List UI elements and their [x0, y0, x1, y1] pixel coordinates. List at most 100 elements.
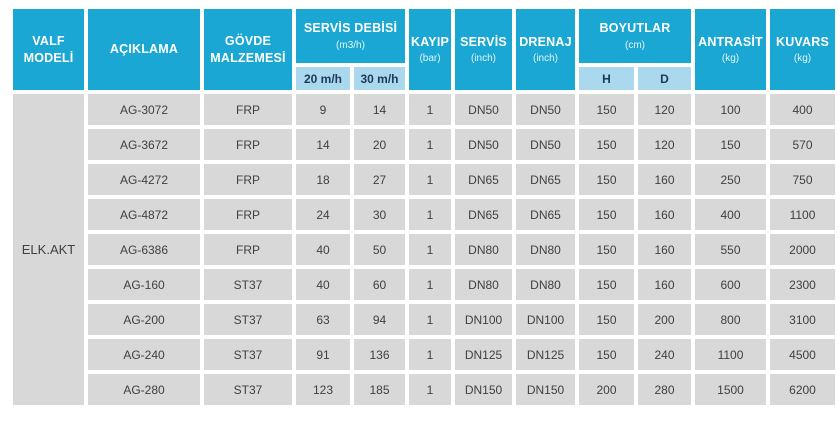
cell-kayip: 1	[409, 129, 451, 160]
cell-boyut-h: 200	[579, 374, 634, 405]
cell-boyut-d: 240	[638, 339, 691, 370]
cell-boyut-h: 150	[579, 304, 634, 335]
table-row: ELK.AKT AG-3072 FRP 9 14 1 DN50 DN50 150 120 100 40…	[13, 94, 835, 405]
cell-aciklama: AG-200	[88, 304, 200, 335]
cell-servis: DN50	[455, 129, 512, 160]
cell-boyut-d: 160	[638, 199, 691, 230]
cell-antrasit: 600	[695, 269, 766, 300]
cell-antrasit: 150	[695, 129, 766, 160]
table-row: AG-6386 FRP 40 50 1 DN80 DN80 150 160 550 2000	[13, 234, 835, 265]
cell-boyut-d: 120	[638, 94, 691, 125]
cell-kuvars: 3100	[770, 304, 835, 335]
header-title: SERVİS DEBİSİ	[303, 21, 398, 36]
cell-antrasit: 400	[695, 199, 766, 230]
cell-govde: FRP	[204, 199, 292, 230]
cell-kuvars: 570	[770, 129, 835, 160]
cell-drenaj: DN65	[516, 164, 575, 195]
cell-drenaj: DN100	[516, 304, 575, 335]
cell-govde: ST37	[204, 269, 292, 300]
header-unit: (kg)	[721, 53, 740, 65]
cell-drenaj: DN50	[516, 94, 575, 125]
col-header-valf-modeli: VALF MODELİ	[13, 9, 84, 90]
cell-kayip: 1	[409, 164, 451, 195]
header-title: DRENAJ	[519, 34, 572, 49]
cell-govde: ST37	[204, 339, 292, 370]
header-unit: (inch)	[470, 53, 496, 65]
cell-debi-20: 123	[296, 374, 350, 405]
cell-servis: DN65	[455, 199, 512, 230]
cell-aciklama: AG-280	[88, 374, 200, 405]
cell-kayip: 1	[409, 234, 451, 265]
cell-antrasit: 1500	[695, 374, 766, 405]
col-header-servis-debisi: SERVİS DEBİSİ (m3/h)	[296, 9, 405, 63]
cell-aciklama: AG-3072	[88, 94, 200, 125]
table-row: AG-280 ST37 123 185 1 DN150 DN150 200 280 1500 620…	[13, 374, 835, 405]
page-container: VALF MODELİ AÇIKLAMA GÖVDE MALZEMESİ SER…	[9, 5, 839, 409]
cell-servis: DN100	[455, 304, 512, 335]
cell-aciklama: AG-6386	[88, 234, 200, 265]
header-title: KUVARS	[775, 34, 830, 49]
cell-drenaj: DN80	[516, 269, 575, 300]
cell-boyut-h: 150	[579, 164, 634, 195]
cell-drenaj: DN150	[516, 374, 575, 405]
table-row: AG-240 ST37 91 136 1 DN125 DN125 150 240 1100 4500	[13, 339, 835, 370]
cell-aciklama: AG-160	[88, 269, 200, 300]
cell-drenaj: DN80	[516, 234, 575, 265]
col-subheader-d: D	[638, 67, 691, 90]
cell-boyut-h: 150	[579, 234, 634, 265]
table-row: AG-4872 FRP 24 30 1 DN65 DN65 150 160 400 1100	[13, 199, 835, 230]
cell-debi-30: 94	[354, 304, 405, 335]
cell-boyut-d: 160	[638, 164, 691, 195]
cell-govde: ST37	[204, 374, 292, 405]
cell-debi-30: 136	[354, 339, 405, 370]
cell-kayip: 1	[409, 339, 451, 370]
cell-antrasit: 550	[695, 234, 766, 265]
cell-antrasit: 250	[695, 164, 766, 195]
col-header-govde-malzemesi: GÖVDE MALZEMESİ	[204, 9, 292, 90]
table-row: AG-160 ST37 40 60 1 DN80 DN80 150 160 600 2300	[13, 269, 835, 300]
cell-servis: DN150	[455, 374, 512, 405]
cell-kayip: 1	[409, 374, 451, 405]
cell-govde: FRP	[204, 129, 292, 160]
col-subheader-h: H	[579, 67, 634, 90]
main-header-row: VALF MODELİ AÇIKLAMA GÖVDE MALZEMESİ SER…	[13, 9, 835, 90]
cell-boyut-h: 150	[579, 339, 634, 370]
cell-govde: FRP	[204, 234, 292, 265]
cell-aciklama: AG-240	[88, 339, 200, 370]
cell-debi-20: 40	[296, 269, 350, 300]
cell-drenaj: DN125	[516, 339, 575, 370]
cell-aciklama: AG-4272	[88, 164, 200, 195]
col-header-antrasit: ANTRASİT (kg)	[695, 9, 766, 90]
col-header-kuvars: KUVARS (kg)	[770, 9, 835, 90]
cell-boyut-h: 150	[579, 269, 634, 300]
cell-govde: ST37	[204, 304, 292, 335]
valf-group-cell: ELK.AKT	[13, 94, 84, 405]
cell-kuvars: 400	[770, 94, 835, 125]
col-subheader-30mh: 30 m/h	[354, 67, 405, 90]
cell-aciklama: AG-3672	[88, 129, 200, 160]
cell-debi-20: 24	[296, 199, 350, 230]
cell-debi-30: 14	[354, 94, 405, 125]
cell-debi-20: 40	[296, 234, 350, 265]
cell-debi-30: 30	[354, 199, 405, 230]
cell-boyut-d: 160	[638, 234, 691, 265]
cell-debi-20: 91	[296, 339, 350, 370]
cell-boyut-d: 120	[638, 129, 691, 160]
table-row: AG-4272 FRP 18 27 1 DN65 DN65 150 160 250 750	[13, 164, 835, 195]
header-unit: (cm)	[625, 39, 645, 51]
cell-debi-20: 18	[296, 164, 350, 195]
cell-boyut-d: 280	[638, 374, 691, 405]
table-row: AG-200 ST37 63 94 1 DN100 DN100 150 200 800 3100	[13, 304, 835, 335]
cell-drenaj: DN50	[516, 129, 575, 160]
cell-govde: FRP	[204, 94, 292, 125]
cell-servis: DN50	[455, 94, 512, 125]
cell-antrasit: 1100	[695, 339, 766, 370]
cell-kuvars: 750	[770, 164, 835, 195]
header-title: KAYIP	[410, 34, 450, 49]
cell-debi-20: 9	[296, 94, 350, 125]
valve-spec-table: VALF MODELİ AÇIKLAMA GÖVDE MALZEMESİ SER…	[9, 5, 839, 409]
header-title: SERVİS	[460, 34, 507, 49]
cell-debi-30: 50	[354, 234, 405, 265]
table-body: ELK.AKT AG-3072 FRP 9 14 1 DN50 DN50 150 120 100 40…	[13, 94, 835, 405]
cell-debi-20: 14	[296, 129, 350, 160]
